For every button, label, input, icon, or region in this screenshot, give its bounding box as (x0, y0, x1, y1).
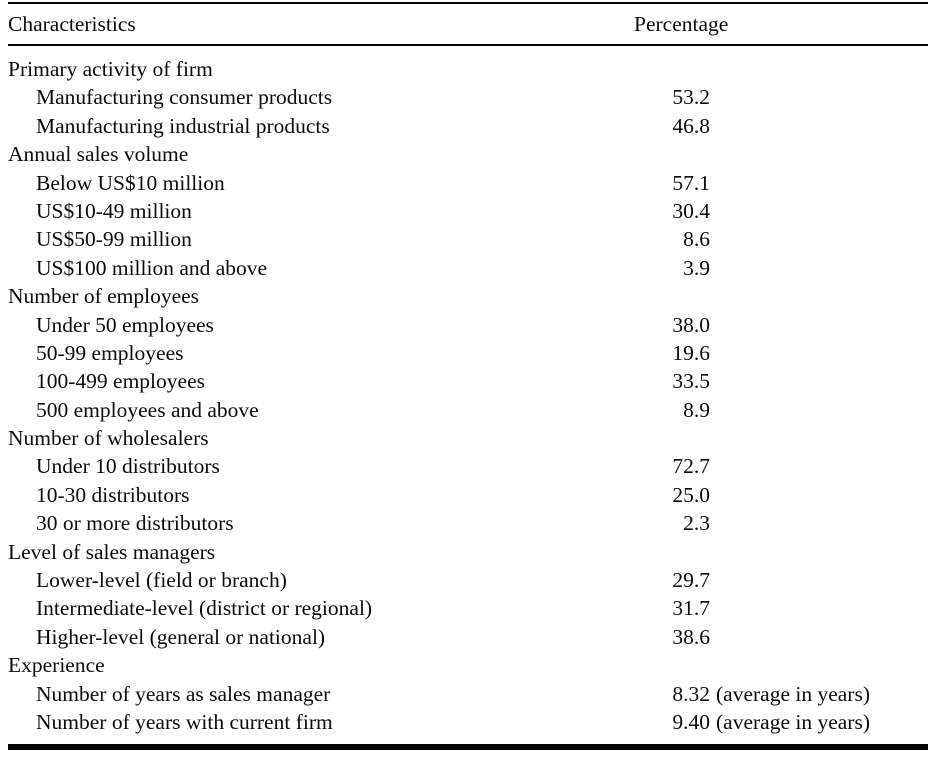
table-row: 30 or more distributors 2.3 (8, 509, 928, 537)
row-percentage-value: 30.4 (672, 198, 710, 223)
section-title-row: Number of wholesalers (8, 424, 928, 452)
row-label: US$50-99 million (36, 227, 192, 252)
row-label: Lower-level (field or branch) (36, 568, 287, 593)
row-value-suffix (710, 225, 928, 253)
table-header-row: Characteristics Percentage (8, 4, 928, 44)
row-percentage-value: 8.6 (683, 227, 710, 252)
section-title-row: Number of employees (8, 282, 928, 310)
section-title-row: Primary activity of firm (8, 55, 928, 83)
row-value-suffix (710, 169, 928, 197)
row-percentage-value: 3.9 (683, 255, 710, 280)
table-row: 500 employees and above 8.9 (8, 396, 928, 424)
row-value-suffix (710, 254, 928, 282)
row-percentage-value: 8.9 (683, 397, 710, 422)
row-label: Manufacturing industrial products (36, 113, 330, 138)
row-percentage-value: 53.2 (672, 85, 710, 110)
row-percentage-value: 29.7 (672, 568, 710, 593)
row-percentage-value: 72.7 (672, 454, 710, 479)
row-label: Number of years as sales manager (36, 681, 331, 706)
section-title: Experience (8, 653, 105, 678)
row-label: US$100 million and above (36, 255, 268, 280)
table-row: 50-99 employees 19.6 (8, 339, 928, 367)
table-row: Under 10 distributors 72.7 (8, 452, 928, 480)
row-percentage-value: 38.6 (672, 624, 710, 649)
row-label: US$10-49 million (36, 198, 192, 223)
row-value-suffix (710, 509, 928, 537)
table-row: US$100 million and above 3.9 (8, 254, 928, 282)
table-row: Intermediate-level (district or regional… (8, 594, 928, 622)
row-percentage-value: 46.8 (672, 113, 710, 138)
row-percentage-value: 19.6 (672, 340, 710, 365)
table-row: Lower-level (field or branch) 29.7 (8, 566, 928, 594)
row-value-suffix (710, 566, 928, 594)
row-percentage-value: 31.7 (672, 596, 710, 621)
row-label: 100-499 employees (36, 369, 205, 394)
table-row: 100-499 employees 33.5 (8, 367, 928, 395)
row-value-suffix (710, 83, 928, 111)
row-label: Manufacturing consumer products (36, 85, 333, 110)
table-row: Number of years as sales manager 8.32 (ave… (8, 680, 928, 708)
section-title-row: Annual sales volume (8, 140, 928, 168)
row-label: Under 50 employees (36, 312, 214, 337)
table-row: 10-30 distributors 25.0 (8, 481, 928, 509)
section-title: Primary activity of firm (8, 57, 213, 81)
table-header-rule (8, 44, 928, 46)
row-value-suffix (710, 594, 928, 622)
table-row: Number of years with current firm 9.40 (av… (8, 708, 928, 736)
row-label: Higher-level (general or national) (36, 624, 326, 649)
table-bottom-rule (8, 744, 928, 751)
section-title: Number of employees (8, 284, 200, 309)
row-value-suffix (710, 112, 928, 140)
row-label: 10-30 distributors (36, 482, 190, 507)
row-percentage-value: 9.40 (672, 709, 710, 734)
row-percentage-value: 2.3 (683, 511, 710, 536)
row-percentage-value: 38.0 (672, 312, 710, 337)
row-percentage-value: 25.0 (672, 482, 710, 507)
row-value-suffix (710, 339, 928, 367)
table-row: Manufacturing consumer products 53.2 (8, 83, 928, 111)
section-title-row: Level of sales managers (8, 538, 928, 566)
row-label: 30 or more distributors (36, 511, 234, 536)
row-value-suffix (710, 396, 928, 424)
row-value-suffix (710, 311, 928, 339)
section-title: Level of sales managers (8, 539, 216, 564)
section-title: Number of wholesalers (8, 426, 209, 451)
row-value-suffix (710, 623, 928, 651)
table-row: US$50-99 million 8.6 (8, 225, 928, 253)
table-row: Under 50 employees 38.0 (8, 311, 928, 339)
row-label: Under 10 distributors (36, 454, 220, 479)
row-label: Intermediate-level (district or regional… (36, 596, 373, 621)
table-row: Higher-level (general or national) 38.6 (8, 623, 928, 651)
row-value-suffix (710, 197, 928, 225)
row-value-suffix: (average in years) (716, 709, 870, 734)
row-percentage-value: 8.32 (672, 681, 710, 706)
column-header-characteristics: Characteristics (8, 11, 136, 36)
row-percentage-value: 33.5 (672, 369, 710, 394)
table-top-rule (8, 2, 928, 4)
table-row: Manufacturing industrial products 46.8 (8, 112, 928, 140)
row-value-suffix: (average in years) (716, 681, 870, 706)
row-value-suffix (710, 452, 928, 480)
section-title: Annual sales volume (8, 142, 189, 167)
row-label: Below US$10 million (36, 170, 225, 195)
row-label: 500 employees and above (36, 397, 259, 422)
section-title-row: Experience (8, 651, 928, 679)
row-label: 50-99 employees (36, 340, 184, 365)
column-header-percentage: Percentage (634, 11, 729, 36)
table-row: Below US$10 million 57.1 (8, 169, 928, 197)
row-percentage-value: 57.1 (672, 170, 710, 195)
row-value-suffix (710, 367, 928, 395)
table-row: US$10-49 million 30.4 (8, 197, 928, 225)
row-value-suffix (710, 481, 928, 509)
row-label: Number of years with current firm (36, 709, 333, 734)
table-body: Primary activity of firm Manufacturing co… (8, 46, 928, 736)
